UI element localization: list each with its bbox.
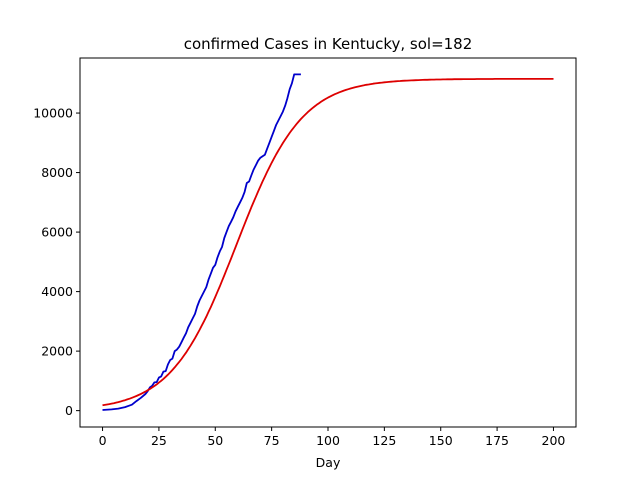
plot-background xyxy=(80,58,576,427)
y-tick-label: 10000 xyxy=(33,106,73,121)
x-tick-label: 100 xyxy=(316,433,340,448)
x-tick-label: 0 xyxy=(99,433,107,448)
series-observed-line xyxy=(102,73,301,411)
y-tick-label: 4000 xyxy=(41,284,73,299)
chart-title: confirmed Cases in Kentucky, sol=182 xyxy=(184,35,473,53)
x-axis-label: Day xyxy=(316,455,341,470)
y-axis: 0 2000 4000 6000 8000 10000 xyxy=(33,106,80,418)
x-tick-label: 150 xyxy=(429,433,453,448)
y-tick-label: 2000 xyxy=(41,344,73,359)
y-tick-label: 0 xyxy=(65,403,73,418)
series-fit-line xyxy=(102,78,554,407)
x-axis: 0 25 50 75 100 125 150 175 200 xyxy=(99,427,566,448)
x-tick-label: 50 xyxy=(207,433,223,448)
x-tick-label: 200 xyxy=(542,433,566,448)
x-tick-label: 125 xyxy=(372,433,396,448)
x-tick-label: 175 xyxy=(485,433,509,448)
y-tick-label: 8000 xyxy=(41,165,73,180)
x-tick-label: 25 xyxy=(151,433,167,448)
x-tick-label: 75 xyxy=(264,433,280,448)
y-tick-label: 6000 xyxy=(41,225,73,240)
series-layer xyxy=(102,73,554,411)
plot-area xyxy=(79,57,577,428)
